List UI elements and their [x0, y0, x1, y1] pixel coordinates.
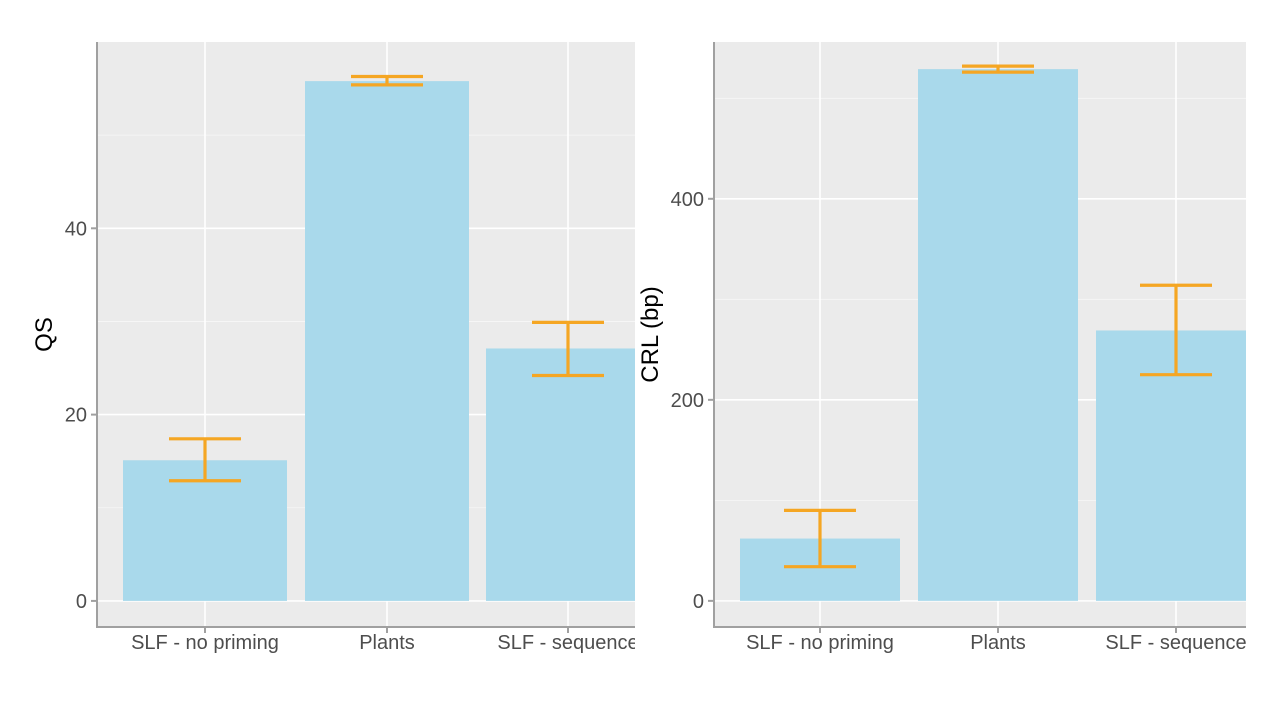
error-bar	[1140, 283, 1212, 377]
bar-slf-no-priming	[123, 460, 287, 601]
x-tick-label: Plants	[970, 632, 1026, 654]
error-bar	[784, 508, 856, 569]
y-axis-title: QS	[31, 317, 58, 352]
x-tick-label: SLF - no priming	[131, 632, 279, 654]
bar-plants	[918, 69, 1078, 601]
chart-panel-1: 0 20 40 SLF - no priming Plants SLF - sequenc…	[31, 42, 638, 654]
error-bar	[351, 74, 423, 87]
x-tick-label: Plants	[359, 632, 415, 654]
bar-slf-sequence	[486, 348, 635, 601]
x-axis-labels: SLF - no priming Plants SLF - sequence	[746, 632, 1246, 654]
panel-marks	[123, 74, 635, 601]
error-bar	[169, 437, 241, 483]
chart-panel-2: 0 200 400 SLF - no priming Plants SLF - seque…	[637, 42, 1246, 654]
x-tick-label: SLF - sequence	[497, 632, 638, 654]
y-tick-label: 20	[65, 405, 87, 427]
y-tick-label: 0	[693, 591, 704, 613]
x-tick-label: SLF - no priming	[746, 632, 894, 654]
y-tick-label: 40	[65, 218, 87, 240]
error-bar	[532, 320, 604, 378]
y-tick-label: 0	[76, 591, 87, 613]
y-tick-label: 200	[671, 390, 704, 412]
x-axis-labels: SLF - no priming Plants SLF - sequence	[131, 632, 638, 654]
error-bar	[962, 64, 1034, 74]
x-tick-label: SLF - sequence	[1105, 632, 1246, 654]
y-axis-title: CRL (bp)	[637, 286, 664, 382]
panel-marks	[740, 64, 1246, 601]
bar-plants	[305, 81, 469, 601]
y-tick-label: 400	[671, 189, 704, 211]
